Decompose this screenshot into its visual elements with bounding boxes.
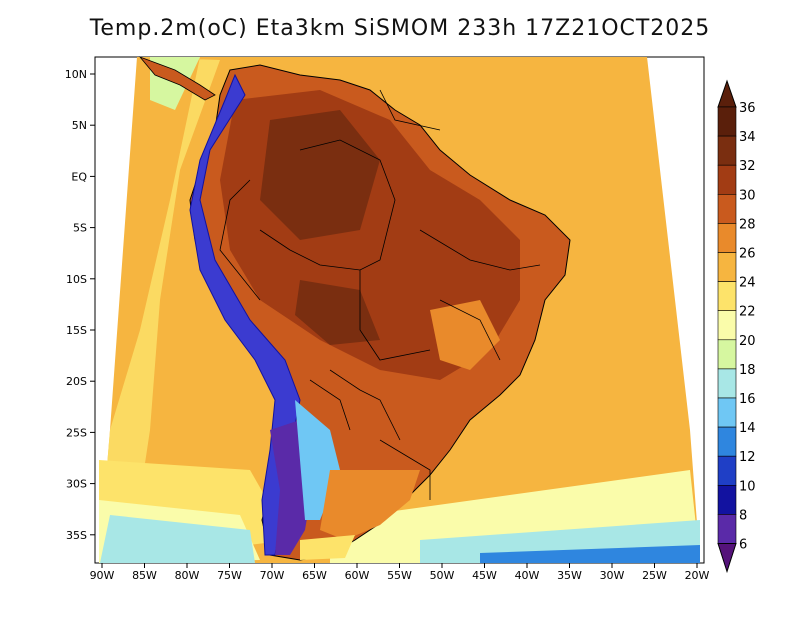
lat-tick-label: 20S	[66, 375, 87, 388]
patagonia-cool	[300, 535, 355, 560]
colorbar-top-arrow	[717, 79, 737, 108]
lat-tick-label: EQ	[71, 170, 87, 183]
colorbar-label: 30	[739, 188, 756, 203]
border-states-central	[439, 299, 501, 361]
colorbar-segment	[717, 310, 737, 341]
colorbar-segment	[717, 455, 737, 486]
colorbar-segment	[717, 368, 737, 399]
colorbar-bottom-arrow	[717, 543, 737, 574]
colorbar-segment	[717, 194, 737, 224]
lon-tick-label: 35W	[557, 569, 582, 582]
border-paraguay	[329, 369, 401, 441]
colorbar-label: 6	[739, 538, 747, 553]
colorbar-segment	[717, 281, 737, 312]
lon-tick-label: 90W	[90, 569, 115, 582]
colorbar-label: 8	[739, 508, 747, 523]
lon-tick-label: 80W	[175, 569, 200, 582]
lon-tick-label: 20W	[685, 569, 710, 582]
lat-tick-label: 10N	[65, 68, 87, 81]
colorbar-label: 10	[739, 479, 756, 494]
border-chile-argentina	[309, 379, 351, 431]
lon-tick-label: 65W	[302, 569, 327, 582]
colorbar-segment	[717, 164, 737, 195]
lon-tick-label: 75W	[217, 569, 242, 582]
border-peru-colombia	[219, 179, 261, 301]
colorbar-label: 32	[739, 159, 756, 174]
colorbar-segment	[717, 339, 737, 370]
southern-cone-warm	[320, 470, 420, 540]
lat-tick-label: 5S	[73, 222, 87, 235]
colorbar-label: 36	[739, 101, 756, 116]
colorbar-segment	[717, 106, 737, 137]
lon-tick-label: 55W	[387, 569, 412, 582]
brazil-highlands-warm	[430, 300, 500, 370]
lat-tick-label: 35S	[66, 529, 87, 542]
colorbar-segment	[717, 514, 737, 544]
colorbar-segment	[717, 426, 737, 457]
lon-tick-label: 85W	[132, 569, 157, 582]
colorbar-label: 34	[739, 130, 756, 145]
lon-tick-label: 60W	[345, 569, 370, 582]
lon-tick-label: 25W	[642, 569, 667, 582]
colorbar-label: 26	[739, 247, 756, 262]
border-brazil-west	[259, 139, 396, 271]
colorbar-label: 20	[739, 334, 756, 349]
border-guianas	[379, 89, 441, 131]
lat-tick-label: 30S	[66, 478, 87, 491]
south-atlantic-coldest	[480, 545, 700, 563]
colorbar-segment	[717, 397, 737, 428]
colorbar-label: 18	[739, 363, 756, 378]
border-states-north	[419, 229, 541, 271]
colorbar-label: 12	[739, 450, 756, 465]
lon-tick-label: 30W	[600, 569, 625, 582]
country-borders	[219, 89, 541, 500]
pacific-warm-band	[99, 57, 220, 563]
lat-tick-label: 5N	[72, 119, 87, 132]
lat-tick-label: 25S	[66, 426, 87, 439]
lon-tick-label: 45W	[472, 569, 497, 582]
colorbar-label: 16	[739, 392, 756, 407]
central-america-land	[138, 56, 216, 101]
mato-grosso-hot	[295, 280, 380, 345]
south-pacific-cold	[100, 515, 255, 563]
lat-tick-label: 10S	[66, 273, 87, 286]
longitude-axis: 90W 85W 80W 75W 70W 65W 60W 55W 50W 45W 40W 35W 30W 2…	[90, 563, 710, 582]
lon-tick-label: 40W	[515, 569, 540, 582]
map-title: Temp.2m(oC) Eta3km SiSMOM 233h 17Z21OCT2…	[89, 16, 711, 41]
lon-tick-label: 70W	[260, 569, 285, 582]
colorbar-segment	[717, 223, 737, 253]
lon-tick-label: 50W	[430, 569, 455, 582]
latitude-axis: 10N 5N EQ 5S 10S 15S 20S 25S 30S 35S	[65, 68, 95, 542]
colorbar-segment	[717, 135, 737, 166]
border-bolivia-brazil	[359, 270, 431, 361]
colorbar-label: 22	[739, 305, 756, 320]
border-uruguay	[379, 439, 431, 500]
amazon-hottest-region	[260, 110, 380, 240]
colorbar-segment	[717, 484, 737, 515]
colorbar: 36 34 32 30 28 26 24 22 20 18 16 14 12 10 8 6	[717, 79, 756, 574]
colorbar-segment	[717, 252, 737, 282]
colorbar-label: 14	[739, 421, 756, 436]
colorbar-label: 24	[739, 276, 756, 291]
colorbar-label: 28	[739, 217, 756, 232]
lat-tick-label: 15S	[66, 324, 87, 337]
